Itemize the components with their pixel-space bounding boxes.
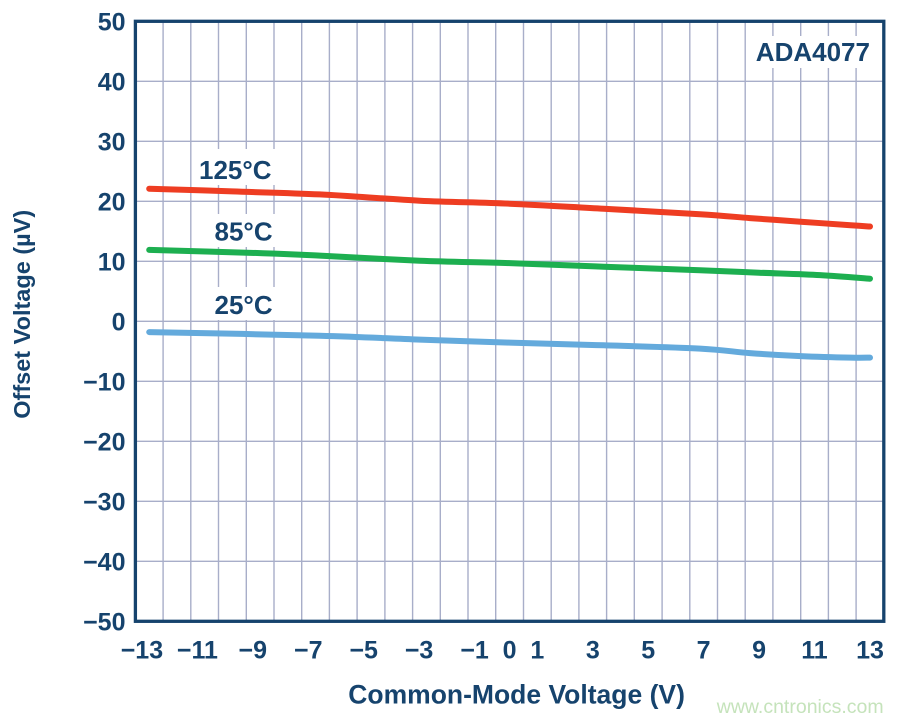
svg-text:−13: −13 (121, 637, 163, 665)
svg-text:10: 10 (98, 248, 126, 276)
svg-text:3: 3 (586, 637, 600, 665)
svg-text:www.cntronics.com: www.cntronics.com (716, 696, 884, 718)
svg-text:−1: −1 (460, 637, 489, 665)
svg-text:13: 13 (856, 637, 884, 665)
svg-text:−5: −5 (349, 637, 378, 665)
svg-text:0: 0 (503, 637, 517, 665)
svg-text:25°C: 25°C (215, 290, 273, 320)
svg-text:ADA4077: ADA4077 (756, 37, 870, 67)
svg-text:50: 50 (98, 8, 126, 36)
svg-text:9: 9 (752, 637, 766, 665)
svg-text:1: 1 (530, 637, 544, 665)
svg-text:125°C: 125°C (199, 155, 272, 185)
svg-text:11: 11 (801, 637, 828, 665)
svg-text:−30: −30 (83, 488, 125, 516)
svg-text:20: 20 (98, 188, 126, 216)
svg-text:−7: −7 (294, 637, 323, 665)
svg-text:40: 40 (98, 68, 126, 96)
svg-text:Common-Mode Voltage (V): Common-Mode Voltage (V) (348, 679, 685, 709)
svg-text:7: 7 (697, 637, 711, 665)
svg-text:−10: −10 (83, 368, 125, 396)
svg-text:−40: −40 (83, 548, 125, 576)
svg-text:5: 5 (641, 637, 655, 665)
svg-text:−20: −20 (83, 428, 125, 456)
svg-text:−11: −11 (177, 637, 218, 665)
svg-text:−9: −9 (239, 637, 268, 665)
svg-text:Offset Voltage (µV): Offset Voltage (µV) (9, 210, 35, 419)
svg-text:30: 30 (98, 128, 126, 156)
svg-text:−3: −3 (405, 637, 434, 665)
svg-text:−50: −50 (83, 608, 125, 636)
svg-text:0: 0 (112, 308, 126, 336)
svg-text:85°C: 85°C (215, 216, 273, 246)
